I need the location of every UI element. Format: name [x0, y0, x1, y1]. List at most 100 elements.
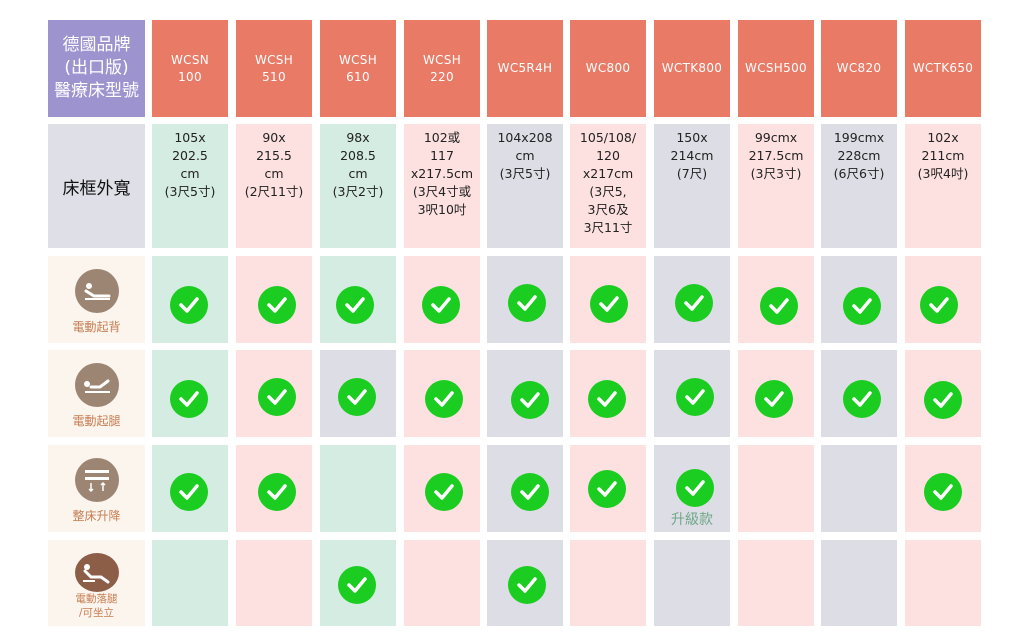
frame-width-label: 床框外寬 — [48, 124, 145, 248]
feature-cell — [570, 540, 646, 626]
feature-label: 整床升降 — [72, 509, 121, 523]
feature-label: 電動落腿 /可坐立 — [75, 593, 118, 619]
feature-leg-lift: 電動起腿 — [48, 350, 145, 437]
check-icon — [425, 380, 463, 418]
model-header-0: WCSN 100 — [152, 20, 228, 117]
check-icon — [511, 381, 549, 419]
check-icon — [675, 284, 713, 322]
check-icon — [258, 286, 296, 324]
check-icon — [760, 287, 798, 325]
feature-cell — [570, 256, 646, 343]
check-icon — [676, 378, 714, 416]
feature-cell — [654, 256, 730, 343]
check-icon — [920, 286, 958, 324]
feature-leg-drop-sit: 電動落腿 /可坐立 — [48, 540, 145, 626]
check-icon — [588, 380, 626, 418]
check-icon — [676, 469, 714, 507]
brand-model-header: 德國品牌 (出口版) 醫療床型號 — [48, 20, 145, 117]
check-icon — [588, 470, 626, 508]
check-icon — [338, 378, 376, 416]
frame-width-value-6: 150x 214cm (7尺) — [654, 124, 730, 248]
check-icon — [924, 473, 962, 511]
feature-cell — [905, 540, 981, 626]
feature-cell — [487, 256, 563, 343]
model-header-8: WC820 — [821, 20, 897, 117]
frame-width-value-8: 199cmx 228cm (6尺6寸) — [821, 124, 897, 248]
feature-cell — [152, 445, 228, 532]
feature-cell — [320, 445, 396, 532]
frame-width-value-1: 90x 215.5 cm (2尺11寸) — [236, 124, 312, 248]
feature-cell — [152, 256, 228, 343]
feature-cell — [152, 540, 228, 626]
leg-drop-sit-icon — [74, 553, 119, 592]
model-header-1: WCSH 510 — [236, 20, 312, 117]
frame-width-value-0: 105x 202.5 cm (3尺5寸) — [152, 124, 228, 248]
feature-cell — [236, 350, 312, 437]
feature-cell — [905, 256, 981, 343]
frame-width-value-5: 105/108/ 120 x217cm (3尺5, 3尺6及 3尺11寸 — [570, 124, 646, 248]
feature-cell — [738, 445, 814, 532]
check-icon — [755, 380, 793, 418]
check-icon — [336, 286, 374, 324]
leg-lift-icon — [74, 363, 119, 407]
feature-cell — [821, 256, 897, 343]
check-icon — [422, 286, 460, 324]
check-icon — [258, 473, 296, 511]
check-icon — [425, 473, 463, 511]
feature-label: 電動起背 — [72, 320, 121, 334]
check-icon — [843, 287, 881, 325]
backrest-lift-icon — [74, 269, 119, 313]
check-icon — [170, 286, 208, 324]
model-header-9: WCTK650 — [905, 20, 981, 117]
feature-cell — [236, 540, 312, 626]
feature-cell — [738, 256, 814, 343]
upgrade-note: 升級款 — [671, 512, 713, 528]
check-icon — [258, 378, 296, 416]
check-icon — [590, 285, 628, 323]
feature-label: 電動起腿 — [72, 414, 121, 428]
feature-cell — [320, 256, 396, 343]
feature-cell — [905, 445, 981, 532]
feature-cell — [404, 445, 480, 532]
frame-width-value-2: 98x 208.5 cm (3尺2寸) — [320, 124, 396, 248]
model-header-3: WCSH 220 — [404, 20, 480, 117]
feature-cell — [570, 445, 646, 532]
feature-cell — [821, 350, 897, 437]
feature-cell — [821, 445, 897, 532]
feature-cell — [404, 540, 480, 626]
feature-cell — [570, 350, 646, 437]
frame-width-value-3: 102或 117 x217.5cm (3尺4寸或 3呎10吋 — [404, 124, 480, 248]
feature-cell — [404, 256, 480, 343]
feature-cell — [152, 350, 228, 437]
model-header-5: WC800 — [570, 20, 646, 117]
check-icon — [508, 284, 546, 322]
feature-cell — [236, 445, 312, 532]
model-header-2: WCSH 610 — [320, 20, 396, 117]
feature-cell — [320, 540, 396, 626]
check-icon — [511, 473, 549, 511]
feature-cell — [654, 540, 730, 626]
check-icon — [338, 566, 376, 604]
check-icon — [170, 380, 208, 418]
feature-cell — [320, 350, 396, 437]
bed-height-icon — [74, 458, 119, 502]
feature-cell — [236, 256, 312, 343]
feature-cell — [487, 540, 563, 626]
feature-cell — [404, 350, 480, 437]
model-header-6: WCTK800 — [654, 20, 730, 117]
frame-width-value-7: 99cmx 217.5cm (3尺3寸) — [738, 124, 814, 248]
frame-width-value-4: 104x208 cm (3尺5寸) — [487, 124, 563, 248]
feature-cell — [654, 350, 730, 437]
feature-cell — [821, 540, 897, 626]
feature-cell — [905, 350, 981, 437]
feature-cell — [738, 540, 814, 626]
check-icon — [170, 473, 208, 511]
feature-cell: 升級款 — [654, 445, 730, 532]
feature-bed-height: 整床升降 — [48, 445, 145, 532]
feature-cell — [738, 350, 814, 437]
check-icon — [843, 380, 881, 418]
model-header-4: WC5R4H — [487, 20, 563, 117]
feature-cell — [487, 445, 563, 532]
feature-backrest-lift: 電動起背 — [48, 256, 145, 343]
check-icon — [924, 381, 962, 419]
